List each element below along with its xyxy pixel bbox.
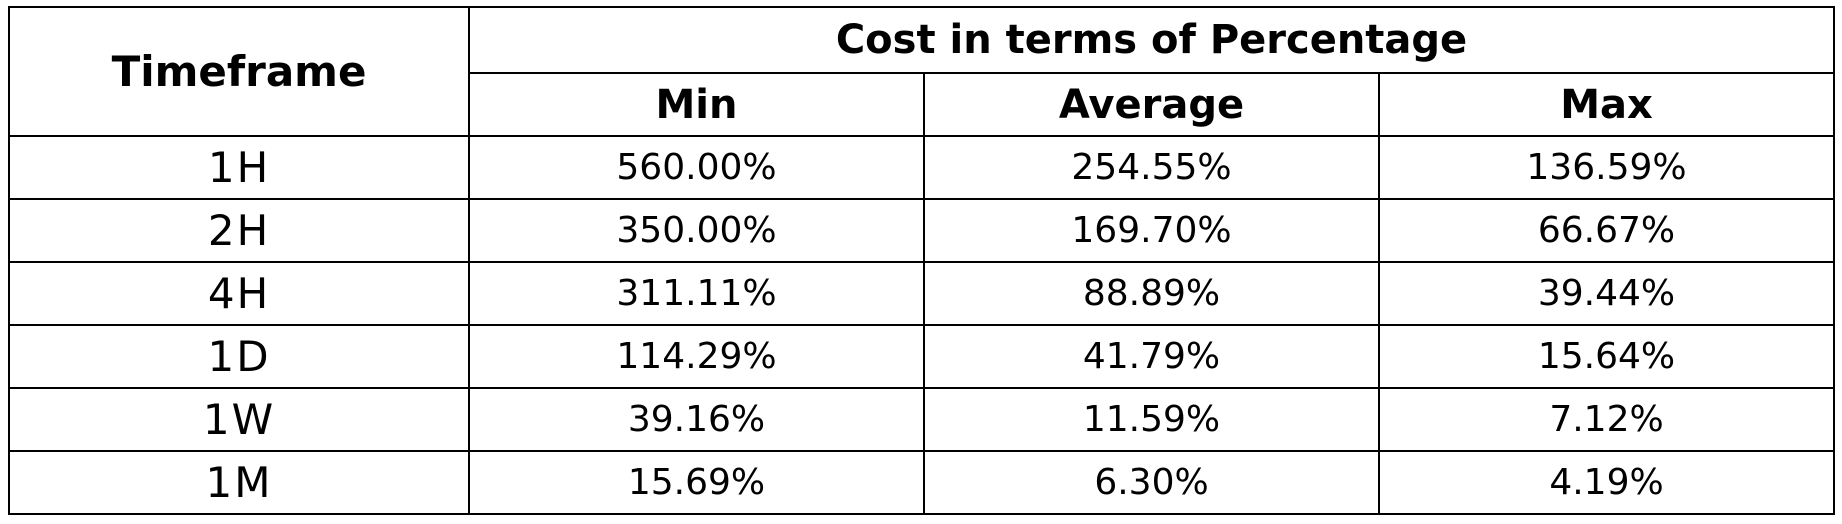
average-cell: 11.59% [923,387,1380,452]
table-row: 4H 311.11% 88.89% 39.44% [8,261,1835,326]
average-cell: 254.55% [923,135,1380,200]
timeframe-cell: 2H [8,198,470,263]
table-row: 1M 15.69% 6.30% 4.19% [8,450,1835,515]
max-cell: 66.67% [1378,198,1835,263]
timeframe-cell: 1W [8,387,470,452]
timeframe-cell: 1M [8,450,470,515]
max-header: Max [1378,72,1835,137]
min-cell: 350.00% [468,198,925,263]
max-cell: 15.64% [1378,324,1835,389]
min-cell: 311.11% [468,261,925,326]
min-cell: 114.29% [468,324,925,389]
max-cell: 7.12% [1378,387,1835,452]
average-cell: 169.70% [923,198,1380,263]
average-cell: 41.79% [923,324,1380,389]
table-row: 2H 350.00% 169.70% 66.67% [8,198,1835,263]
min-header: Min [468,72,925,137]
timeframe-cell: 1D [8,324,470,389]
max-cell: 136.59% [1378,135,1835,200]
min-cell: 15.69% [468,450,925,515]
header-row-top: Timeframe Cost in terms of Percentage [8,6,1835,137]
header-row-sub: Min Average Max [9,72,1835,137]
max-cell: 39.44% [1378,261,1835,326]
max-cell: 4.19% [1378,450,1835,515]
timeframe-header: Timeframe [8,6,470,137]
average-cell: 88.89% [923,261,1380,326]
timeframe-cell: 1H [8,135,470,200]
min-cell: 560.00% [468,135,925,200]
timeframe-cell: 4H [8,261,470,326]
table-row: 1D 114.29% 41.79% 15.64% [8,324,1835,389]
table-row: 1W 39.16% 11.59% 7.12% [8,387,1835,452]
average-cell: 6.30% [923,450,1380,515]
cost-percentage-header: Cost in terms of Percentage [468,6,1835,74]
average-header: Average [923,72,1380,137]
min-cell: 39.16% [468,387,925,452]
table-row: 1H 560.00% 254.55% 136.59% [8,135,1835,200]
cost-table: Timeframe Cost in terms of Percentage Mi… [8,6,1835,515]
